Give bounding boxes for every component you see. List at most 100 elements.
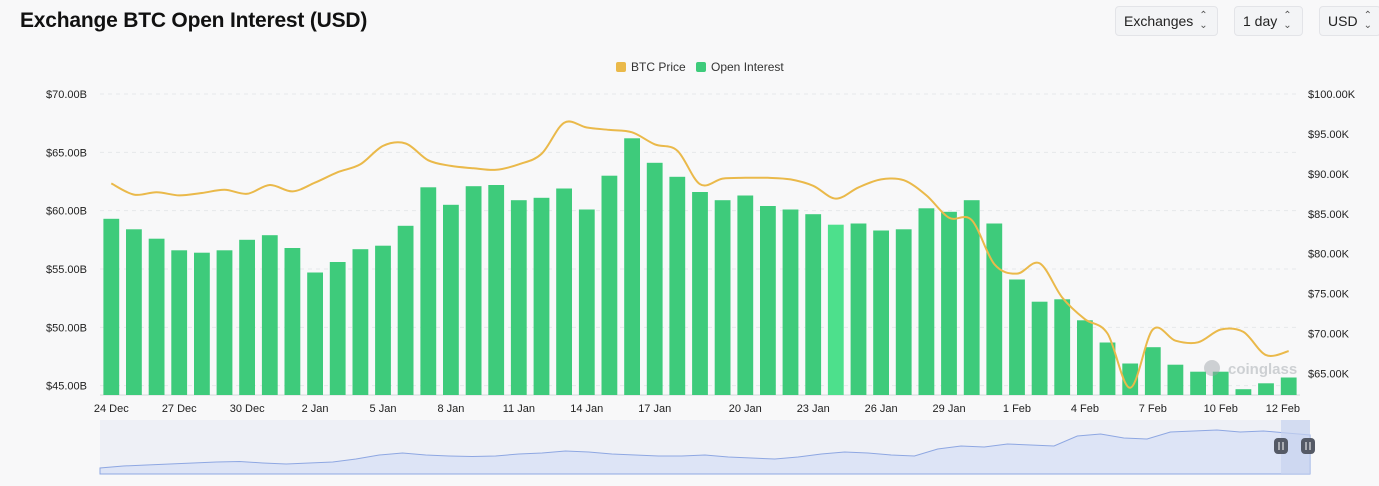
legend-item-btc-price[interactable]: BTC Price [616, 60, 686, 74]
open-interest-bar[interactable] [601, 175, 618, 395]
x-tick-label: 23 Jan [797, 403, 830, 415]
open-interest-bar[interactable] [782, 209, 799, 396]
x-tick-label: 17 Jan [638, 403, 671, 415]
y-right-tick-label: $85.00K [1308, 209, 1350, 221]
open-interest-bar[interactable] [1280, 377, 1297, 396]
open-interest-bar[interactable] [465, 186, 482, 395]
x-tick-label: 10 Feb [1204, 403, 1238, 415]
x-tick-label: 27 Dec [162, 403, 197, 415]
open-interest-bar[interactable] [261, 235, 278, 395]
currency-select[interactable]: USD ⌃ ⌄ [1319, 6, 1379, 36]
open-interest-bar[interactable] [1235, 389, 1252, 395]
open-interest-bar[interactable] [669, 176, 686, 395]
open-interest-bar[interactable] [578, 209, 595, 396]
open-interest-bar[interactable] [850, 223, 867, 396]
y-right-tick-label: $100.00K [1308, 89, 1356, 101]
open-interest-bar[interactable] [171, 250, 188, 395]
y-right-tick-label: $95.00K [1308, 129, 1350, 141]
open-interest-bar[interactable] [216, 250, 233, 395]
page-title: Exchange BTC Open Interest (USD) [20, 9, 368, 32]
y-left-tick-label: $65.00B [46, 147, 87, 159]
open-interest-bar[interactable] [1054, 299, 1071, 395]
y-right-tick-label: $75.00K [1308, 289, 1350, 301]
navigator-handle[interactable] [1274, 438, 1288, 454]
open-interest-bar[interactable] [1212, 371, 1229, 395]
open-interest-bar[interactable] [737, 195, 754, 396]
y-left-tick-label: $70.00B [46, 89, 87, 101]
open-interest-bar[interactable] [1144, 347, 1161, 395]
open-interest-bar[interactable] [510, 200, 527, 395]
open-interest-bar[interactable] [443, 204, 459, 395]
legend-item-open-interest[interactable]: Open Interest [696, 60, 784, 74]
open-interest-bar[interactable] [692, 192, 708, 395]
chart-legend: BTC Price Open Interest [616, 60, 784, 74]
open-interest-bar[interactable] [1031, 301, 1048, 395]
btc-price-line [110, 120, 1289, 389]
open-interest-bar[interactable] [103, 218, 120, 395]
open-interest-bar[interactable] [194, 252, 210, 395]
open-interest-bar[interactable] [420, 187, 437, 395]
x-tick-label: 26 Jan [865, 403, 898, 415]
open-interest-bar[interactable] [1077, 320, 1093, 395]
legend-label-open-interest: Open Interest [711, 60, 784, 74]
open-interest-bars [103, 138, 1297, 396]
interval-select[interactable]: 1 day ⌃ ⌄ [1234, 6, 1303, 36]
open-interest-bar[interactable] [1009, 279, 1025, 396]
open-interest-bar[interactable] [375, 245, 391, 395]
open-interest-bar[interactable] [533, 197, 550, 395]
chevron-updown-icon: ⌃ ⌄ [1283, 10, 1292, 31]
open-interest-bar[interactable] [329, 262, 346, 395]
y-axis-right: $65.00K $70.00K $75.00K $80.00K $85.00K $90.0… [1308, 89, 1356, 380]
open-interest-bar[interactable] [1258, 383, 1274, 395]
open-interest-bar[interactable] [760, 206, 776, 395]
open-interest-bar[interactable] [1122, 363, 1139, 396]
open-interest-bar[interactable] [488, 185, 505, 395]
open-interest-bar[interactable] [284, 248, 301, 395]
open-interest-bar[interactable] [126, 229, 142, 395]
x-tick-label: 29 Jan [933, 403, 966, 415]
y-left-tick-label: $45.00B [46, 381, 87, 393]
open-interest-bar[interactable] [352, 249, 369, 395]
y-axis-left: $45.00B $50.00B $55.00B $60.00B $65.00B $70.0… [46, 89, 87, 393]
navigator-handle-grip [1274, 438, 1288, 454]
y-left-tick-label: $50.00B [46, 322, 87, 334]
x-tick-label: 7 Feb [1139, 403, 1167, 415]
exchanges-select[interactable]: Exchanges ⌃ ⌄ [1115, 6, 1218, 36]
y-left-tick-label: $60.00B [46, 206, 87, 218]
open-interest-bar[interactable] [239, 239, 255, 395]
open-interest-bar[interactable] [827, 224, 844, 395]
open-interest-bar[interactable] [624, 138, 640, 396]
x-tick-label: 24 Dec [94, 403, 129, 415]
open-interest-bar[interactable] [963, 200, 980, 395]
x-axis: 24 Dec 27 Dec 30 Dec 2 Jan 5 Jan 8 Jan 11 Jan 1… [94, 403, 1300, 415]
x-tick-label: 2 Jan [302, 403, 329, 415]
open-interest-bar[interactable] [941, 211, 957, 395]
open-interest-bar[interactable] [986, 223, 1003, 396]
interval-select-label: 1 day [1243, 13, 1278, 29]
open-interest-bar[interactable] [556, 188, 572, 396]
open-interest-bar[interactable] [873, 230, 889, 396]
btc-price-line-path [110, 120, 1289, 389]
x-tick-label: 30 Dec [230, 403, 265, 415]
chevron-updown-icon: ⌃ ⌄ [1199, 10, 1208, 31]
open-interest-bar[interactable] [646, 162, 663, 395]
open-interest-bar[interactable] [148, 238, 165, 395]
open-interest-bar[interactable] [1190, 371, 1206, 395]
y-right-tick-label: $80.00K [1308, 249, 1350, 261]
open-interest-bar[interactable] [1167, 364, 1184, 395]
open-interest-bar[interactable] [307, 272, 323, 396]
open-interest-bar[interactable] [714, 200, 731, 395]
navigator-handle[interactable] [1301, 438, 1315, 454]
open-interest-bar[interactable] [805, 214, 822, 395]
range-navigator[interactable] [99, 420, 1315, 475]
x-tick-label: 14 Jan [570, 403, 603, 415]
open-interest-bar[interactable] [895, 229, 912, 395]
currency-select-label: USD [1328, 13, 1358, 29]
y-right-tick-label: $90.00K [1308, 169, 1350, 181]
open-interest-bar[interactable] [397, 225, 414, 395]
chevron-updown-icon: ⌃ ⌄ [1363, 10, 1372, 31]
open-interest-bar[interactable] [918, 208, 935, 395]
y-left-tick-label: $55.00B [46, 264, 87, 276]
open-interest-bar[interactable] [1099, 342, 1116, 396]
